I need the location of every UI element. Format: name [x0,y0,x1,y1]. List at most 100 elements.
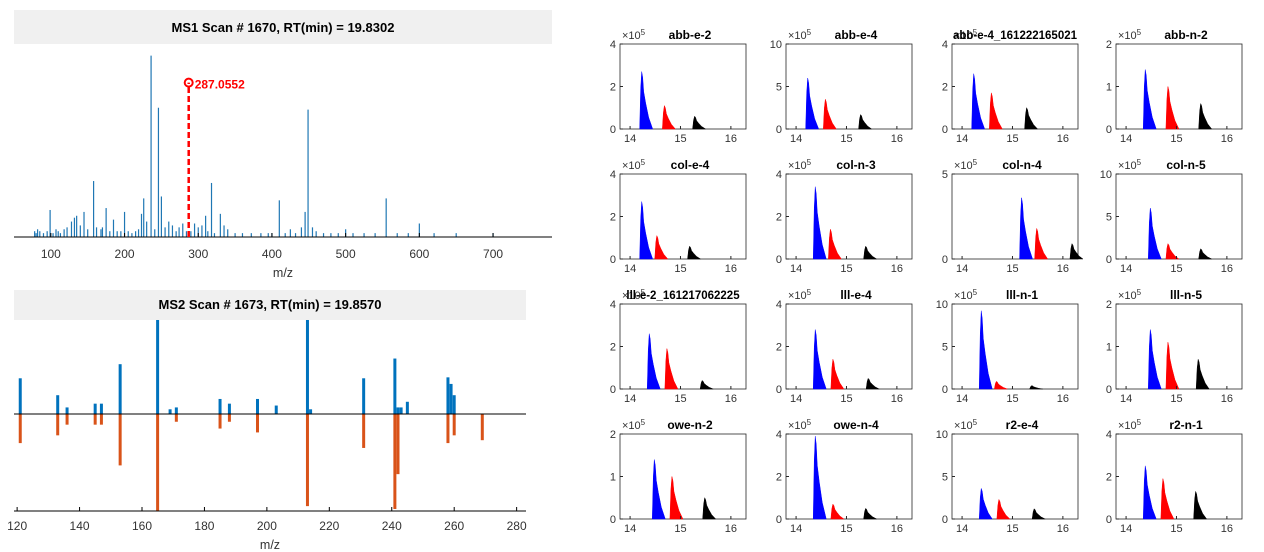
panel-y-tick-label: 2 [942,82,948,94]
ms2-mirror-chart: MS2 Scan # 1673, RT(min) = 19.8570 120 140… [7,290,527,552]
ms2-x-tick-label: 200 [257,519,277,533]
panel-exponent-power: 5 [1137,28,1142,37]
panel-x-tick-label: 15 [840,133,852,145]
chromatogram-peak [812,436,827,520]
panel-title: col-n-4 [1002,158,1042,172]
panel-y-tick-label: 0 [776,254,782,266]
panel-x-tick-label: 15 [1006,133,1018,145]
panel-exponent-power: 5 [973,158,978,167]
panel-y-tick-label: 4 [776,299,782,311]
panel-frame [619,303,747,390]
panel-y-tick-label: 4 [942,39,948,51]
panel-y-tick-label: 2 [610,429,616,441]
panel-x-tick-label: 16 [725,393,737,405]
panel-exponent-label: ×105 [622,28,646,42]
panel-frame [785,303,913,390]
chromatogram-peak [812,329,827,390]
panel-exponent-power: 5 [641,418,646,427]
panel-x-tick-label: 15 [674,523,686,535]
panel-y-tick-label: 10 [1100,169,1112,181]
panel-y-tick-label: 4 [776,429,782,441]
panel-exponent-label: ×105 [788,28,812,42]
ms2-title: MS2 Scan # 1673, RT(min) = 19.8570 [159,297,382,312]
panel-frame [951,303,1079,390]
chromatogram-peak [863,245,878,260]
panel-frame [785,43,913,130]
panel-frame [1115,303,1243,390]
chromatogram-panel: 14 15 16 0 2 4 ×105 abb-e-2 [610,28,747,145]
panel-y-tick-label: 10 [770,39,782,51]
ms1-x-tick-label: 500 [336,247,356,261]
chromatogram-peak [978,488,993,520]
panel-x-tick-label: 16 [725,133,737,145]
panel-exponent-power: 5 [807,28,812,37]
chromatogram-peak [812,186,827,260]
chromatogram-panel: 14 15 16 0 2 4 ×105 lll-e-4 [776,288,913,405]
ms2-x-tick-label: 120 [7,519,27,533]
panel-x-tick-label: 16 [1221,263,1233,275]
chromatogram-peak [1148,329,1162,390]
chromatogram-peak [828,229,842,260]
panel-x-tick-label: 15 [1006,263,1018,275]
chromatogram-peak [1165,86,1180,130]
panel-x-tick-label: 14 [624,523,636,535]
panel-x-tick-label: 14 [790,133,802,145]
panel-x-tick-label: 16 [1057,133,1069,145]
panel-x-tick-label: 14 [1120,523,1132,535]
ms1-x-tick-label: 300 [188,247,208,261]
ms1-x-tick-label: 600 [409,247,429,261]
panel-exponent-label: ×105 [788,158,812,172]
ms2-x-tick-label: 280 [507,519,527,533]
panel-y-tick-label: 5 [942,472,948,484]
panel-x-tick-label: 15 [1170,393,1182,405]
panel-x-tick-label: 14 [1120,393,1132,405]
chromatogram-peak [652,459,666,520]
chromatogram-panel: 14 15 16 0 2 4 ×105 col-e-4 [610,158,747,275]
panel-title: lll-n-1 [1006,288,1038,302]
chromatogram-peak [823,99,837,130]
chromatogram-peak [639,201,654,260]
panel-y-tick-label: 0 [1106,254,1112,266]
panel-x-tick-label: 16 [1057,263,1069,275]
panel-x-tick-label: 15 [840,523,852,535]
panel-x-tick-label: 16 [725,523,737,535]
panel-x-tick-label: 16 [1221,393,1233,405]
panel-exponent-power: 5 [1137,158,1142,167]
chromatogram-panel: 14 15 16 0 1 2 ×105 lll-n-5 [1106,288,1243,405]
chromatogram-panel: 14 15 16 0 1 2 ×105 abb-n-2 [1106,28,1243,145]
ms1-x-tick-label: 200 [115,247,135,261]
panel-exponent-label: ×105 [788,418,812,432]
panel-x-tick-label: 14 [624,393,636,405]
panel-y-tick-label: 0 [610,124,616,136]
chromatogram-peak [662,104,676,130]
panel-x-tick-label: 14 [790,393,802,405]
panel-title: abb-n-2 [1164,28,1208,42]
chromatogram-peak [830,359,845,390]
panel-title: col-n-5 [1166,158,1206,172]
chromatogram-peak [654,234,669,260]
panel-title: col-n-3 [836,158,876,172]
panel-exponent-power: 5 [973,28,978,37]
chromatogram-peak [1029,385,1043,390]
panel-x-tick-label: 14 [956,263,968,275]
panel-exponent-power: 5 [641,28,646,37]
panel-x-tick-label: 14 [956,133,968,145]
chromatogram-peak [692,115,707,130]
chromatogram-peak [664,348,679,390]
chromatogram-peak [1148,207,1162,260]
panel-y-tick-label: 2 [610,212,616,224]
panel-title: r2-e-4 [1006,418,1039,432]
chromatogram-peak [639,71,654,130]
panel-x-tick-label: 16 [891,393,903,405]
ms1-annotation-label: 287.0552 [195,78,245,92]
ms2-x-tick-label: 220 [319,519,339,533]
ms2-x-label: m/z [260,538,280,552]
chromatogram-peak [1019,197,1033,260]
panel-y-tick-label: 1 [1106,82,1112,94]
chromatogram-peak [1024,106,1039,130]
chromatogram-panel: 14 15 16 0 2 4 ×105 r2-n-1 [1106,418,1243,535]
panel-y-tick-label: 2 [1106,472,1112,484]
